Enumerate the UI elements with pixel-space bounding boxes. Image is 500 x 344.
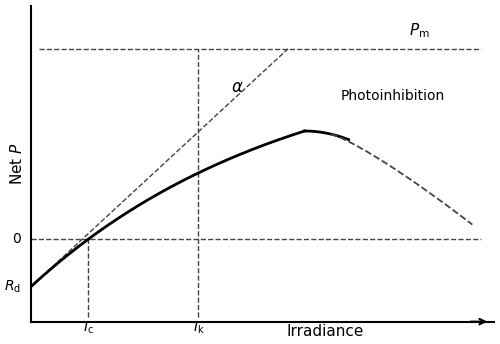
Text: $P_\mathrm{m}$: $P_\mathrm{m}$: [409, 21, 430, 40]
Text: α: α: [232, 78, 242, 96]
Text: $R_\mathrm{d}$: $R_\mathrm{d}$: [4, 279, 21, 295]
Text: Photoinhibition: Photoinhibition: [340, 89, 445, 104]
Text: 0: 0: [12, 232, 21, 246]
Text: $I_\mathrm{k}$: $I_\mathrm{k}$: [192, 320, 204, 336]
Text: $I_\mathrm{c}$: $I_\mathrm{c}$: [82, 320, 94, 336]
Y-axis label: Net $P$: Net $P$: [9, 142, 25, 185]
Text: Irradiance: Irradiance: [287, 324, 364, 339]
